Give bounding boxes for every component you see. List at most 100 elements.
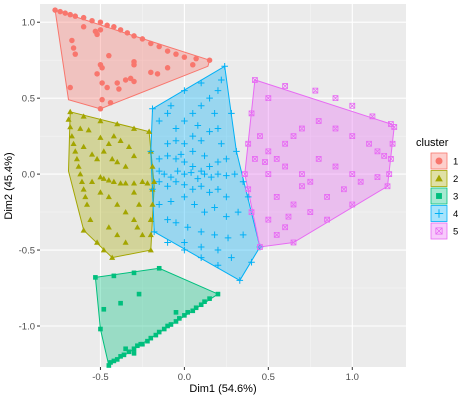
cluster-2-point bbox=[67, 108, 74, 115]
cluster-5-point bbox=[252, 77, 258, 83]
cluster-5-point bbox=[324, 194, 330, 200]
cluster-2-point bbox=[75, 163, 82, 169]
cluster-5-point bbox=[285, 213, 292, 220]
cluster-2-point bbox=[130, 216, 138, 222]
cluster-4-point bbox=[194, 122, 202, 129]
cluster-1-point bbox=[117, 27, 124, 33]
cluster-4-point bbox=[172, 178, 180, 186]
cluster-5-point bbox=[315, 156, 322, 162]
cluster-3-point bbox=[101, 306, 107, 312]
legend-key-4-symbol bbox=[434, 209, 444, 218]
cluster-1-point bbox=[164, 48, 171, 54]
x-tick-label: 0.0 bbox=[178, 372, 191, 383]
cluster-4-point bbox=[184, 223, 192, 231]
cluster-5-point bbox=[245, 140, 252, 147]
cluster-1-point bbox=[190, 62, 196, 68]
cluster-4-point bbox=[181, 246, 188, 254]
legend-label-2: 2 bbox=[453, 174, 458, 185]
cluster-4-point bbox=[206, 163, 213, 170]
cluster-4-point bbox=[181, 117, 188, 125]
cluster-5-point bbox=[384, 183, 391, 190]
cluster-3-point bbox=[207, 296, 212, 301]
cluster-5-point bbox=[369, 113, 376, 120]
cluster-4-point bbox=[177, 151, 185, 158]
cluster-1-point bbox=[94, 31, 100, 38]
cluster-5-point bbox=[299, 183, 305, 190]
cluster-3-point bbox=[190, 308, 196, 314]
cluster-3-point bbox=[108, 360, 113, 365]
cluster-2-point bbox=[94, 155, 101, 162]
cluster-5-point bbox=[245, 186, 252, 193]
cluster-4-point bbox=[197, 167, 205, 175]
cluster-1-point bbox=[148, 69, 154, 76]
cluster-1-point bbox=[80, 24, 87, 30]
data-points bbox=[52, 7, 398, 368]
cluster-1-point bbox=[104, 22, 110, 29]
cluster-3-point bbox=[193, 305, 199, 311]
cluster-1-point bbox=[111, 24, 117, 30]
cluster-5-point bbox=[273, 156, 280, 162]
cluster-2-point bbox=[97, 189, 104, 195]
cluster-4-point bbox=[167, 102, 175, 110]
cluster-5-point bbox=[257, 244, 263, 250]
cluster-5-point bbox=[357, 178, 364, 185]
legend-title: cluster bbox=[416, 137, 449, 149]
cluster-4-point bbox=[181, 87, 188, 94]
cluster-2-point bbox=[114, 120, 121, 127]
cluster-1-point bbox=[106, 52, 112, 59]
cluster-1-point bbox=[57, 8, 63, 15]
cluster-1-point bbox=[148, 40, 154, 47]
cluster-4-point bbox=[197, 79, 205, 87]
cluster-4-point bbox=[155, 117, 163, 125]
cluster-5-point bbox=[315, 118, 322, 124]
cluster-2-point bbox=[80, 186, 87, 192]
cluster-4-point bbox=[206, 128, 213, 135]
cluster-4-point bbox=[181, 140, 188, 148]
cluster-4-point bbox=[164, 140, 171, 148]
cluster-2-point bbox=[147, 247, 154, 253]
cluster-5-point bbox=[349, 102, 356, 109]
cluster-2-point bbox=[109, 155, 116, 162]
cluster-4-point bbox=[164, 239, 171, 246]
cluster-3-point bbox=[161, 326, 167, 332]
cluster-2-point bbox=[100, 148, 107, 154]
cluster-5-point bbox=[307, 178, 314, 185]
cluster-4-point bbox=[189, 163, 197, 170]
cluster-2-point bbox=[122, 209, 129, 215]
cluster-1-point bbox=[62, 10, 68, 16]
cluster-1-point bbox=[97, 106, 104, 112]
cluster-5-point bbox=[273, 194, 280, 200]
cluster-4-point bbox=[206, 94, 213, 102]
cluster-5-point bbox=[349, 201, 356, 208]
cluster-2-point bbox=[105, 193, 112, 200]
cluster-2-point bbox=[68, 133, 75, 139]
cluster-3-point bbox=[173, 319, 179, 324]
cluster-4-point bbox=[239, 231, 247, 239]
cluster-2-point bbox=[130, 189, 138, 195]
cluster-2-point bbox=[149, 201, 156, 207]
cluster-5-point bbox=[265, 148, 272, 155]
cluster-5-point bbox=[282, 224, 288, 231]
cluster-4-point bbox=[233, 148, 240, 155]
cluster-2-point bbox=[117, 137, 124, 143]
cluster-5-point bbox=[324, 216, 330, 223]
cluster-2-point bbox=[139, 231, 146, 238]
legend-key-2-symbol bbox=[435, 174, 443, 182]
cluster-4-hull bbox=[150, 65, 261, 282]
cluster-2-point bbox=[89, 151, 96, 157]
cluster-4-point bbox=[228, 110, 235, 117]
cluster-2-point bbox=[130, 180, 138, 186]
cluster-4-point bbox=[234, 208, 242, 216]
cluster-5-point bbox=[349, 171, 356, 177]
cluster-3-point bbox=[168, 322, 174, 327]
x-tick-label: 1.0 bbox=[346, 372, 359, 383]
cluster-4-point bbox=[231, 170, 239, 178]
cluster-4-point bbox=[191, 201, 198, 208]
legend-label-1: 1 bbox=[453, 157, 458, 168]
cluster-2-point bbox=[130, 152, 138, 159]
cluster-2-point bbox=[146, 128, 153, 134]
y-tick-label: 1.0 bbox=[22, 18, 35, 29]
cluster-2-point bbox=[65, 116, 72, 122]
cluster-3-point bbox=[131, 351, 137, 356]
cluster-3-point bbox=[136, 291, 142, 297]
